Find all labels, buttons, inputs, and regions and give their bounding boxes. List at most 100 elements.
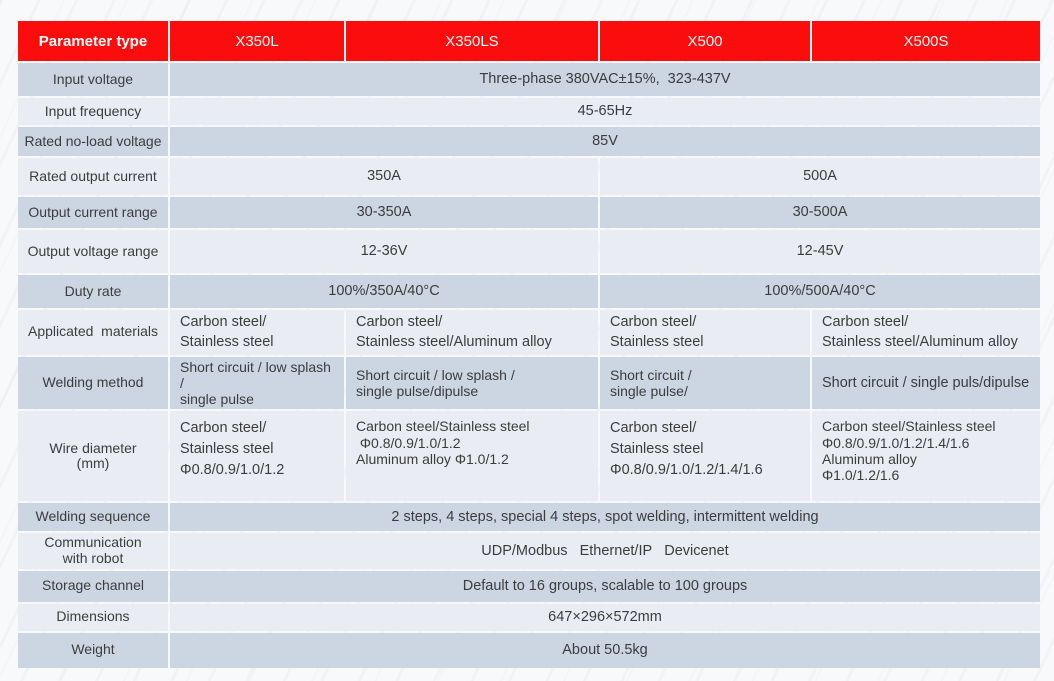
- cell-text-line: Stainless steel/Aluminum alloy: [822, 334, 1018, 351]
- cell-text-line: Input frequency: [44, 102, 142, 119]
- cell-text-line: 12-36V: [360, 243, 408, 260]
- table-row: Welding sequence 2 steps, 4 steps, specia…: [18, 503, 1040, 532]
- table-row: Output current range 30-350A 30-500A: [18, 197, 1040, 228]
- cell-text-line: Output current range: [28, 203, 158, 220]
- spec-cell: 100%/500A/40°C: [600, 275, 1040, 308]
- table-row: Welding method Short circuit / low splash…: [18, 356, 1040, 410]
- cell-text-line: Carbon steel/Stainless steel: [356, 418, 530, 435]
- spec-cell: 85V: [170, 127, 1040, 156]
- cell-text-line: Carbon steel/: [356, 314, 443, 330]
- table-row: Communication with robot UDP/Modbus Ethern…: [18, 533, 1040, 569]
- param-label: Weight: [18, 632, 168, 668]
- spec-cell: Carbon steel/Stainless steel/Aluminum al…: [812, 310, 1040, 355]
- param-type-header: Parameter type: [18, 21, 168, 61]
- cell-text-line: Input voltage: [52, 70, 134, 87]
- cell-text-line: Communication: [44, 534, 142, 551]
- cell-text-line: 100%/350A/40°C: [328, 283, 440, 300]
- table-row: Rated output current 350A 500A: [18, 158, 1040, 195]
- param-label: Wire diameter (mm): [18, 411, 168, 502]
- cell-text-line: Carbon steel/: [180, 420, 267, 437]
- cell-text-line: Short circuit / low splash /: [356, 366, 515, 383]
- spec-cell: Short circuit / low splash / single pulse…: [346, 356, 598, 410]
- cell-text-line: Φ0.8/0.9/1.0/1.2/1.4/1.6: [610, 462, 763, 479]
- cell-text-line: 350A: [367, 168, 401, 185]
- table-row: Wire diameter (mm) Carbon steel/Stainless …: [18, 411, 1040, 502]
- spec-cell: Carbon steel/Stainless steel Φ0.8/0.9/1.…: [346, 411, 598, 502]
- cell-text-line: 85V: [592, 133, 618, 150]
- table-row: Output voltage range 12-36V 12-45V: [18, 230, 1040, 273]
- header-row: Parameter type X350L X350LS X500 X500S: [18, 21, 1040, 61]
- cell-text-line: Φ1.0/1.2/1.6: [822, 467, 900, 484]
- table-row: Input voltage Three-phase 380VAC±15%, 323…: [18, 63, 1040, 96]
- cell-text-line: Φ0.8/0.9/1.0/1.2: [356, 434, 461, 451]
- cell-text-line: Weight: [71, 641, 115, 658]
- cell-text-line: Short circuit / single puls/dipulse: [822, 374, 1030, 391]
- cell-text-line: Carbon steel/: [610, 420, 697, 437]
- cell-text-line: Short circuit /: [610, 366, 692, 383]
- cell-text-line: Three-phase 380VAC±15%, 323-437V: [479, 71, 731, 88]
- cell-text-line: 45-65Hz: [577, 103, 633, 120]
- cell-text-line: Carbon steel/: [180, 314, 267, 330]
- cell-text-line: Φ0.8/0.9/1.0/1.2: [180, 462, 285, 479]
- cell-text-line: UDP/Modbus Ethernet/IP Devicenet: [481, 542, 729, 559]
- cell-text-line: Duty rate: [64, 282, 122, 299]
- cell-text-line: Carbon steel/: [822, 314, 909, 330]
- spec-cell: 12-36V: [170, 230, 598, 273]
- table-row: Applicated materials Carbon steel/Stainle…: [18, 310, 1040, 355]
- spec-cell: Short circuit / single pulse/: [600, 356, 810, 410]
- spec-cell: 350A: [170, 158, 598, 195]
- param-label: Rated no-load voltage: [18, 127, 168, 156]
- param-label: Communication with robot: [18, 533, 168, 569]
- cell-text-line: Stainless steel: [610, 441, 704, 458]
- param-label: Output current range: [18, 197, 168, 228]
- model-header-x500s: X500S: [812, 21, 1040, 61]
- model-header-x350ls: X350LS: [346, 21, 598, 61]
- param-label: Input voltage: [18, 63, 168, 96]
- cell-text-line: Rated output current: [29, 167, 157, 184]
- spec-cell: Carbon steel/Stainless steel: [170, 310, 344, 355]
- table-row: Input frequency 45-65Hz: [18, 98, 1040, 125]
- table-row: Storage channel Default to 16 groups, sca…: [18, 570, 1040, 602]
- cell-text-line: 2 steps, 4 steps, special 4 steps, spot …: [391, 509, 819, 526]
- cell-text-line: Short circuit / low splash /: [180, 358, 331, 391]
- cell-text-line: Carbon steel/Stainless steel: [822, 418, 996, 435]
- cell-text-line: Stainless steel/Aluminum alloy: [356, 334, 552, 351]
- param-label: Input frequency: [18, 98, 168, 125]
- spec-cell: Carbon steel/Stainless steel: [600, 310, 810, 355]
- spec-cell: Short circuit / low splash / single pulse: [170, 356, 344, 410]
- cell-text-line: Dimensions: [56, 608, 130, 625]
- param-label: Welding sequence: [18, 503, 168, 532]
- cell-text-line: 12-45V: [796, 243, 844, 260]
- table-row: Rated no-load voltage 85V: [18, 127, 1040, 156]
- cell-text-line: Carbon steel/: [610, 314, 697, 330]
- spec-table: Parameter type X350L X350LS X500 X500S I…: [16, 19, 1042, 670]
- spec-cell: Carbon steel/Stainless steel Φ0.8/0.9/1.0…: [170, 411, 344, 502]
- spec-table-body: Input voltage Three-phase 380VAC±15%, 323…: [18, 63, 1040, 668]
- param-label: Storage channel: [18, 570, 168, 602]
- cell-text-line: single pulse/dipulse: [356, 382, 479, 399]
- spec-cell: 100%/350A/40°C: [170, 275, 598, 308]
- cell-text-line: About 50.5kg: [562, 641, 648, 658]
- cell-text-line: Default to 16 groups, scalable to 100 gr…: [462, 577, 748, 594]
- cell-text-line: Aluminum alloy: [822, 451, 917, 468]
- spec-cell: Three-phase 380VAC±15%, 323-437V: [170, 63, 1040, 96]
- cell-text-line: with robot: [62, 549, 124, 566]
- cell-text-line: 500A: [803, 168, 837, 185]
- spec-cell: About 50.5kg: [170, 632, 1040, 668]
- table-row: Dimensions 647×296×572mm: [18, 603, 1040, 631]
- spec-cell: UDP/Modbus Ethernet/IP Devicenet: [170, 533, 1040, 569]
- table-row: Duty rate 100%/350A/40°C 100%/500A/40°C: [18, 275, 1040, 308]
- spec-cell: Carbon steel/Stainless steel Φ0.8/0.9/1.0…: [600, 411, 810, 502]
- cell-text-line: Output voltage range: [27, 242, 159, 259]
- param-label: Output voltage range: [18, 230, 168, 273]
- table-row: Weight About 50.5kg: [18, 632, 1040, 668]
- spec-cell: Short circuit / single puls/dipulse: [812, 356, 1040, 410]
- cell-text-line: (mm): [76, 455, 110, 472]
- spec-cell: 30-350A: [170, 197, 598, 228]
- spec-cell: 45-65Hz: [170, 98, 1040, 125]
- cell-text-line: Welding method: [42, 374, 144, 391]
- model-header-x500: X500: [600, 21, 810, 61]
- cell-text-line: 647×296×572mm: [548, 608, 662, 625]
- cell-text-line: Stainless steel: [180, 441, 274, 458]
- cell-text-line: Wire diameter: [49, 439, 137, 456]
